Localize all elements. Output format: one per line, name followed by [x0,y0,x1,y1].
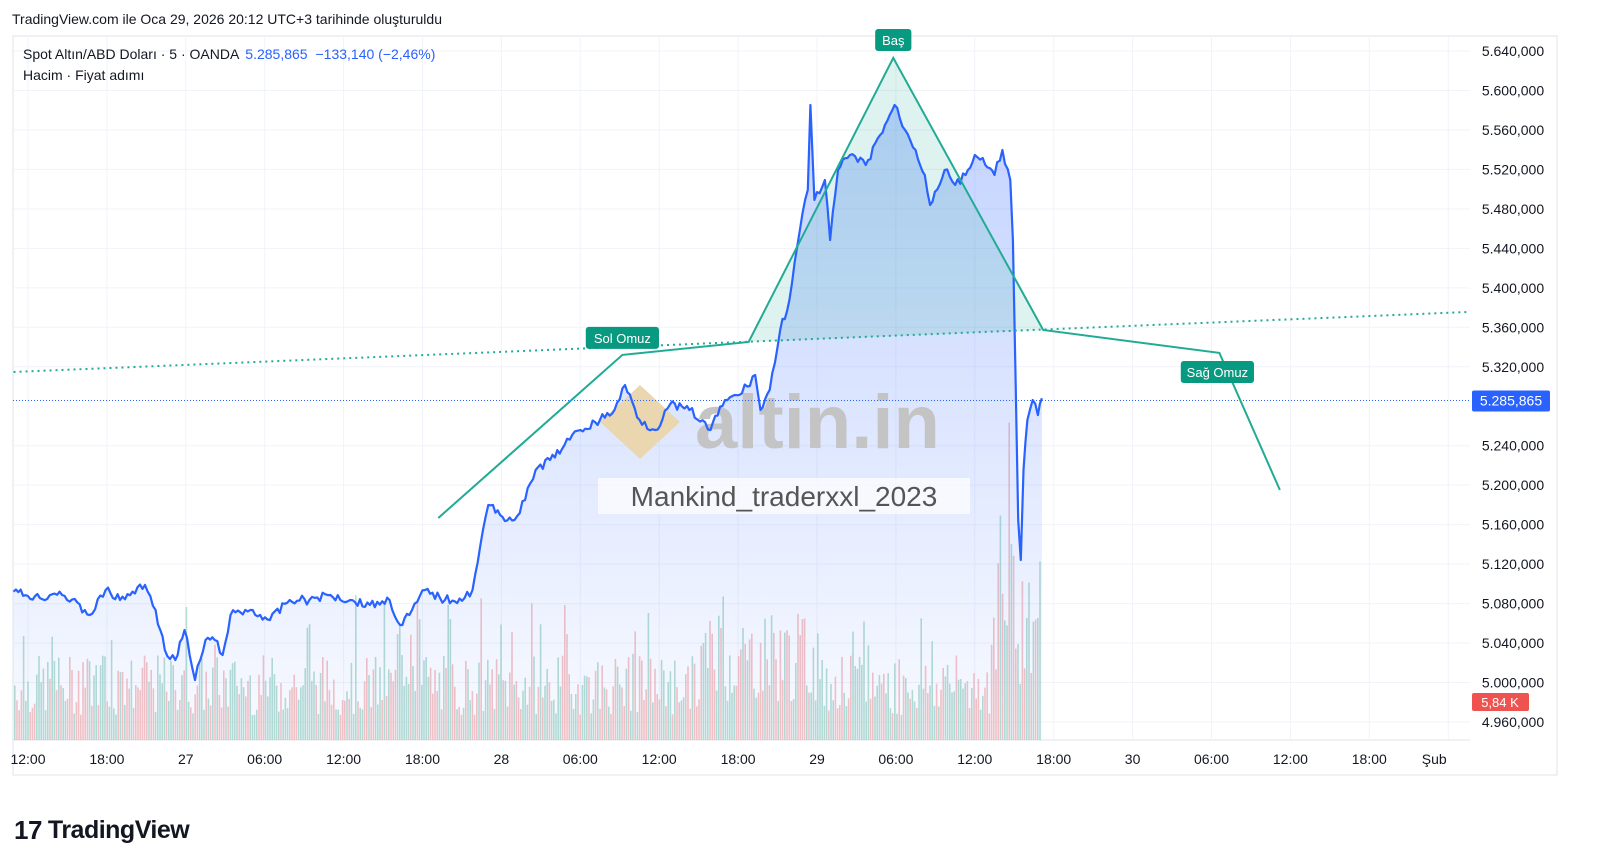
x-tick-label: 12:00 [642,751,677,767]
price-line [12,103,1043,682]
indicators-legend[interactable]: Hacim · Fiyat adımı [23,67,145,83]
head-label: Baş [882,33,905,48]
price-area [13,105,1042,740]
last-volume-tag: 5,84 K [1481,695,1519,710]
y-tick-label: 5.000,000 [1482,675,1544,691]
last-price-tag-bg [1472,390,1550,412]
last-volume-tag-bg [1472,693,1529,711]
watermark-text-bg [598,478,970,514]
x-tick-label: 06:00 [878,751,913,767]
x-tick-label: 18:00 [1036,751,1071,767]
y-tick-label: 5.200,000 [1482,477,1544,493]
x-tick-label: 12:00 [1273,751,1308,767]
x-tick-label: 06:00 [247,751,282,767]
y-tick-label: 5.240,000 [1482,438,1544,454]
y-tick-label: 5.120,000 [1482,556,1544,572]
y-tick-label: 5.480,000 [1482,201,1544,217]
x-tick-label: 18:00 [405,751,440,767]
symbol-title[interactable]: Spot Altın/ABD Doları · 5 · OANDA [23,46,240,62]
x-tick-label: Şub [1422,751,1447,767]
x-tick-label: 06:00 [1194,751,1229,767]
x-tick-label: 29 [809,751,825,767]
x-tick-label: 18:00 [89,751,124,767]
tradingview-logo[interactable]: 17 TradingView [14,815,190,846]
right-shoulder-label-bg [1180,361,1254,383]
y-tick-label: 5.040,000 [1482,635,1544,651]
x-tick-label: 12:00 [326,751,361,767]
head-fill [748,57,1044,342]
chart-frame [12,35,1558,776]
x-tick-label: 28 [494,751,510,767]
y-tick-label: 5.560,000 [1482,122,1544,138]
x-tick-label: 18:00 [1352,751,1387,767]
legend-change: −133,140 (−2,46%) [315,46,436,62]
y-tick-label: 5.640,000 [1482,43,1544,59]
x-tick-label: 27 [178,751,194,767]
last-price-tag: 5.285,865 [1480,392,1542,408]
snapshot-caption: TradingView.com ile Oca 29, 2026 20:12 U… [12,11,442,27]
y-tick-label: 5.520,000 [1482,161,1544,177]
chart-legend: Spot Altın/ABD Doları · 5 · OANDA 5.285,8… [23,44,435,86]
x-tick-label: 12:00 [10,751,45,767]
tv-logo-icon: 17 [14,815,42,845]
y-tick-label: 5.080,000 [1482,596,1544,612]
x-tick-label: 18:00 [721,751,756,767]
x-tick-label: 06:00 [563,751,598,767]
y-tick-label: 4.960,000 [1482,714,1544,730]
y-tick-label: 5.320,000 [1482,359,1544,375]
right-shoulder-label: Sağ Omuz [1187,365,1248,380]
head-shoulders-pattern [437,55,1281,519]
x-tick-label: 12:00 [957,751,992,767]
y-tick-label: 5.440,000 [1482,240,1544,256]
watermark-text: Mankind_traderxxl_2023 [631,481,938,512]
left-shoulder-label-bg [585,326,659,349]
brand-name: TradingView [47,816,190,844]
legend-price: 5.285,865 [245,46,308,62]
altin-logo-text: altin.in [695,380,940,465]
y-tick-label: 5.360,000 [1482,319,1544,335]
left-shoulder-label: Sol Omuz [594,331,651,346]
head-label-bg [875,29,912,51]
y-tick-label: 5.400,000 [1482,280,1544,296]
y-tick-label: 5.160,000 [1482,517,1544,533]
y-tick-label: 5.600,000 [1482,82,1544,98]
x-tick-label: 30 [1125,751,1141,767]
